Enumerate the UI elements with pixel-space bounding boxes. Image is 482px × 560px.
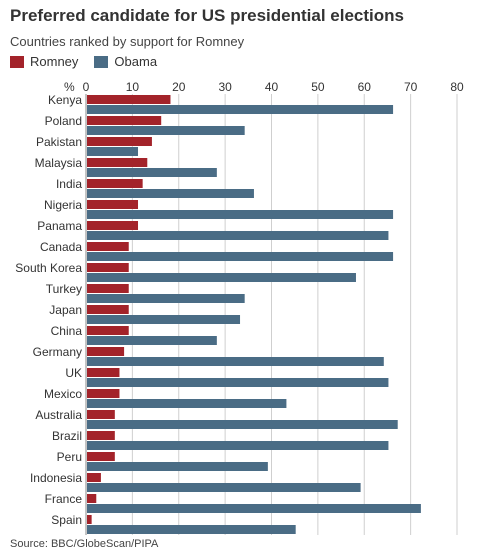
bar-romney [87, 116, 162, 125]
bar-romney [87, 515, 92, 524]
bar-romney [87, 95, 171, 104]
bar-obama [87, 336, 217, 345]
x-tick-label: 10 [126, 80, 140, 94]
bar-obama [87, 231, 389, 240]
bar-romney [87, 389, 120, 398]
bar-obama [87, 252, 394, 261]
bar-obama [87, 168, 217, 177]
category-label: UK [65, 366, 82, 380]
category-label: Peru [57, 450, 82, 464]
bar-obama [87, 147, 139, 156]
bar-romney [87, 179, 143, 188]
category-label: Kenya [48, 93, 82, 107]
category-label: Panama [37, 219, 82, 233]
bar-obama [87, 210, 394, 219]
bar-obama [87, 483, 361, 492]
chart-title: Preferred candidate for US presidential … [10, 6, 404, 25]
category-label: Indonesia [30, 471, 82, 485]
bar-romney [87, 137, 152, 146]
x-axis-unit-label: % [64, 80, 75, 94]
x-tick-label: 40 [265, 80, 279, 94]
x-tick-label: 50 [311, 80, 325, 94]
source-note: Source: BBC/GlobeScan/PIPA [10, 538, 159, 550]
bar-romney [87, 368, 120, 377]
bar-romney [87, 158, 148, 167]
bar-romney [87, 200, 139, 209]
bar-obama [87, 420, 398, 429]
chart-legend: Romney Obama [10, 54, 167, 69]
bar-romney [87, 326, 129, 335]
bar-obama [87, 315, 241, 324]
category-label: India [56, 177, 82, 191]
bar-obama [87, 357, 384, 366]
legend-swatch-romney [10, 55, 24, 68]
bar-obama [87, 504, 421, 513]
x-tick-label: 70 [404, 80, 418, 94]
bar-obama [87, 273, 356, 282]
category-label: Mexico [44, 387, 82, 401]
legend-label-obama: Obama [114, 54, 158, 69]
x-tick-label: 20 [172, 80, 186, 94]
category-label: Pakistan [36, 135, 82, 149]
x-tick-label: 0 [83, 80, 90, 94]
category-label: Nigeria [44, 198, 82, 212]
category-label: Brazil [52, 429, 82, 443]
legend-item-romney: Romney [10, 54, 78, 69]
category-label: France [45, 492, 83, 506]
bar-romney [87, 305, 129, 314]
bar-obama [87, 525, 296, 534]
bar-obama [87, 189, 254, 198]
bar-romney [87, 221, 139, 230]
category-label: Poland [45, 114, 82, 128]
x-tick-label: 80 [450, 80, 464, 94]
legend-swatch-obama [94, 55, 109, 68]
category-label: Germany [33, 345, 82, 359]
category-label: South Korea [15, 261, 82, 275]
bar-obama [87, 462, 268, 471]
x-tick-label: 60 [358, 80, 372, 94]
bar-romney [87, 284, 129, 293]
bar-romney [87, 410, 115, 419]
legend-item-obama: Obama [94, 54, 157, 69]
bar-obama [87, 399, 287, 408]
bar-romney [87, 494, 97, 503]
category-label: Spain [51, 513, 82, 527]
category-label: Malaysia [35, 156, 83, 170]
category-label: Canada [40, 240, 82, 254]
bar-romney [87, 263, 129, 272]
category-label: Australia [35, 408, 82, 422]
bar-obama [87, 105, 394, 114]
bar-obama [87, 126, 245, 135]
bar-romney [87, 473, 101, 482]
category-label: China [51, 324, 83, 338]
bar-obama [87, 294, 245, 303]
bar-obama [87, 441, 389, 450]
bar-romney [87, 452, 115, 461]
chart-subtitle: Countries ranked by support for Romney [10, 34, 245, 49]
bar-romney [87, 347, 125, 356]
bar-obama [87, 378, 389, 387]
bar-romney [87, 431, 115, 440]
category-label: Turkey [46, 282, 82, 296]
category-label: Japan [49, 303, 82, 317]
bar-romney [87, 242, 129, 251]
legend-label-romney: Romney [30, 54, 79, 69]
x-tick-label: 30 [218, 80, 232, 94]
